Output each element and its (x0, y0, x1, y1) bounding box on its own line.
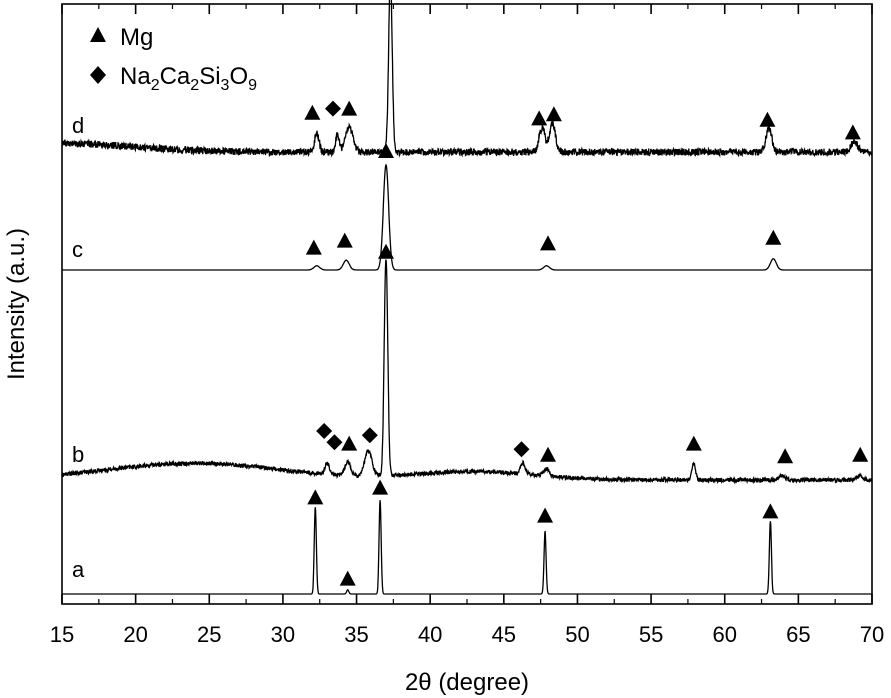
curve-label-d: d (72, 113, 84, 138)
x-tick-label: 60 (712, 622, 736, 647)
legend-na2ca2si3o9-marker (90, 66, 106, 84)
legend-label-mg: Mg (120, 24, 153, 51)
legend-label-part: 3 (221, 77, 230, 94)
series-line-d (61, 0, 873, 158)
legend-label-part: Ca (160, 63, 191, 90)
na2ca2si3o9-marker (316, 423, 333, 439)
y-axis-title: Intensity (a.u.) (3, 228, 30, 380)
na2ca2si3o9-marker (326, 434, 343, 451)
mg-marker (540, 235, 556, 251)
x-tick-label: 30 (271, 622, 295, 647)
mg-marker (685, 435, 702, 451)
x-tick-label: 50 (565, 622, 589, 647)
series-b: b (61, 243, 873, 485)
legend-mg-marker (90, 27, 106, 42)
na2ca2si3o9-marker (513, 441, 530, 458)
x-tick-label: 45 (492, 622, 516, 647)
na2ca2si3o9-marker (324, 100, 341, 117)
legend-label-part: Si (199, 63, 220, 90)
series-a: a (62, 479, 872, 595)
mg-marker (341, 435, 358, 451)
legend-label-part: 9 (248, 77, 257, 94)
mg-marker (305, 239, 322, 255)
mg-marker (339, 570, 356, 586)
x-tick-label: 20 (123, 622, 147, 647)
mg-marker (540, 446, 556, 462)
mg-marker (762, 503, 779, 519)
series-line-b (61, 259, 873, 485)
x-tick-label: 70 (860, 622, 884, 647)
curve-label-a: a (72, 557, 85, 582)
mg-marker (304, 104, 321, 120)
mg-marker (765, 229, 782, 245)
legend-label-part: O (229, 63, 248, 90)
mg-marker (531, 110, 548, 126)
x-tick-label: 65 (786, 622, 810, 647)
mg-marker (341, 100, 358, 116)
na2ca2si3o9-marker (361, 427, 378, 444)
x-axis-title: 2θ (degree) (405, 669, 529, 696)
x-tick-label: 35 (344, 622, 368, 647)
mg-marker (759, 111, 776, 127)
mg-marker (372, 479, 389, 495)
mg-marker (336, 232, 353, 248)
x-tick-label: 25 (197, 622, 221, 647)
mg-marker (844, 124, 861, 140)
curve-label-c: c (72, 237, 83, 262)
plot-frame (61, 3, 873, 605)
x-tick-label: 55 (639, 622, 663, 647)
legend-label-part: 2 (190, 77, 199, 94)
series-c: c (62, 143, 872, 271)
plot-area: a b c d (61, 0, 873, 595)
mg-marker (777, 448, 794, 464)
series-line-c (62, 163, 872, 271)
mg-marker (545, 106, 562, 122)
series-line-a (62, 500, 872, 595)
mg-marker (852, 446, 869, 462)
legend-label-na2ca2si3o9: Na2Ca2Si3O9 (120, 63, 257, 94)
curve-label-b: b (72, 442, 84, 467)
mg-marker (307, 489, 324, 505)
legend-label-part: Na (120, 63, 151, 90)
legend-label-part: 2 (151, 77, 160, 94)
x-tick-label: 15 (50, 622, 74, 647)
mg-marker (378, 243, 394, 259)
x-tick-label: 40 (418, 622, 442, 647)
x-axis: 15 20 25 30 35 40 45 50 55 60 65 70 (50, 4, 884, 647)
series-d: d (61, 0, 873, 158)
mg-marker (537, 507, 554, 523)
